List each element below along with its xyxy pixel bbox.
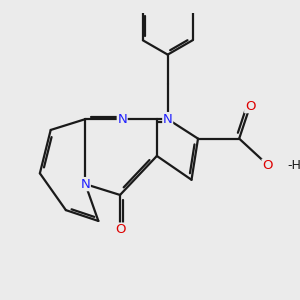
Text: N: N	[117, 112, 127, 126]
Text: O: O	[115, 223, 125, 236]
Text: O: O	[245, 100, 255, 112]
Text: -H: -H	[287, 159, 300, 172]
Text: N: N	[163, 112, 172, 126]
Text: N: N	[80, 178, 90, 190]
Text: O: O	[262, 159, 273, 172]
